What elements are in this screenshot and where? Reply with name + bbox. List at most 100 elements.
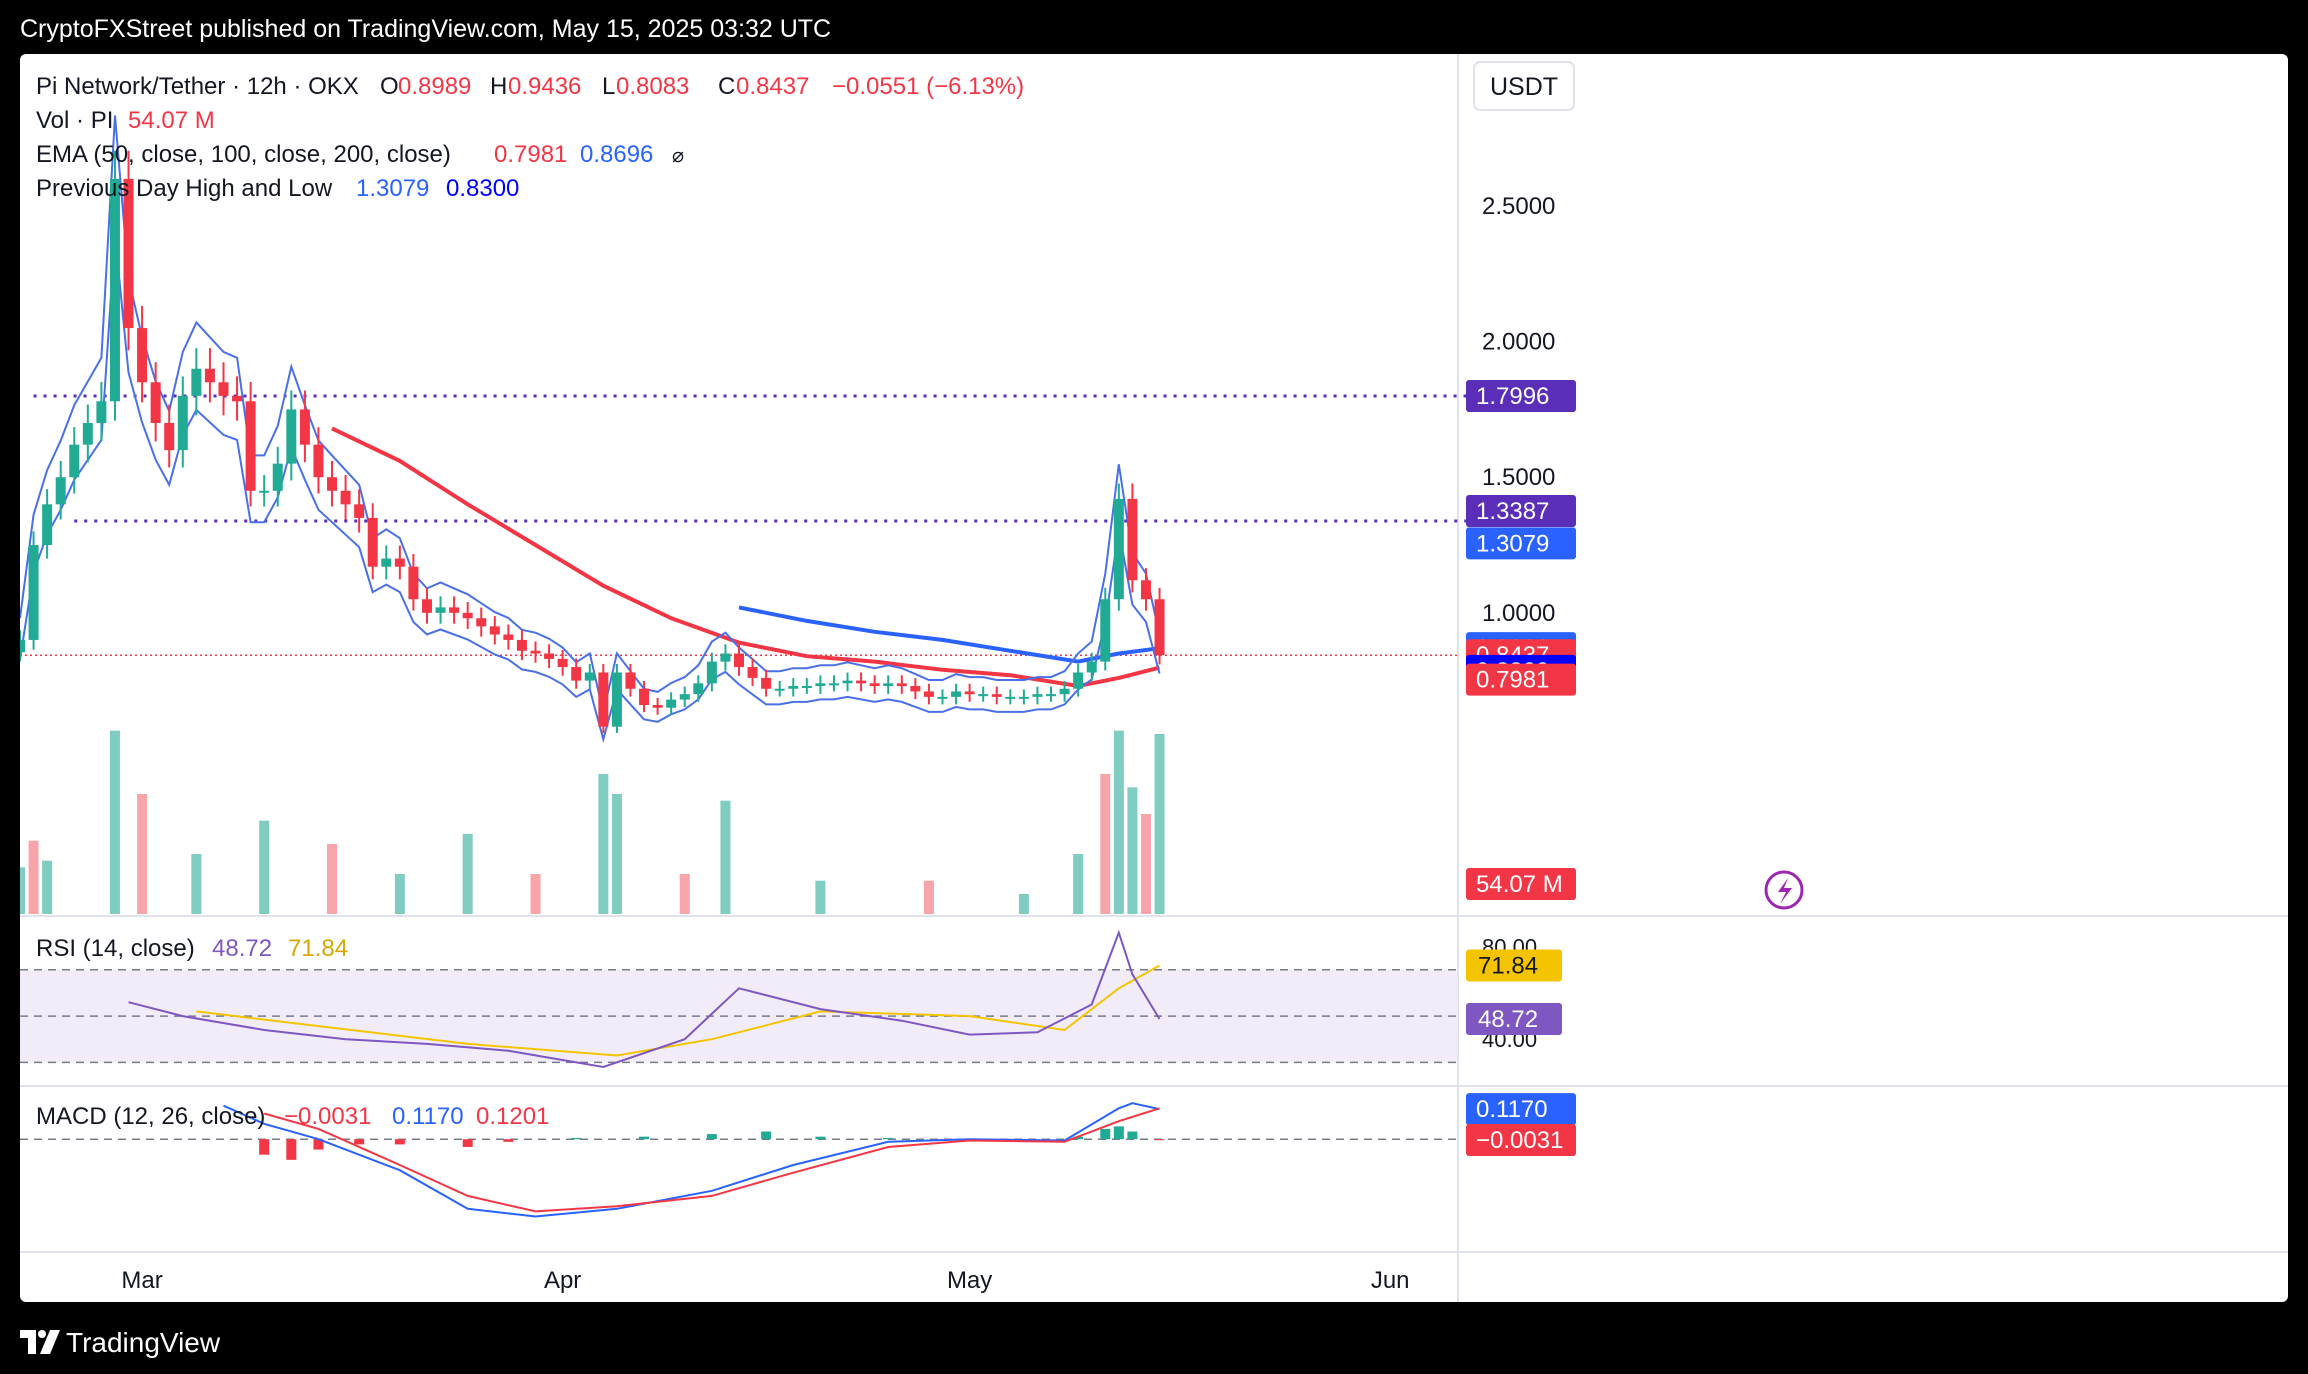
macd-histogram-bar: [706, 1134, 717, 1140]
macd-histogram-bar: [462, 1139, 473, 1147]
volume-bar: [611, 794, 622, 914]
candle-body: [123, 178, 134, 329]
candle-body: [394, 558, 405, 567]
ohlc-h-label: H: [490, 73, 507, 100]
macd-legend-macd: 0.1170: [392, 1103, 464, 1130]
badge-prev-day-high: [1466, 527, 1576, 560]
candle-body: [788, 686, 799, 689]
volume-bar: [1140, 814, 1151, 914]
macd-badge: [1466, 1124, 1576, 1157]
candle-body: [462, 612, 473, 619]
candle-body: [137, 328, 148, 383]
ohlc-c-label: C: [718, 73, 735, 100]
candle-body: [1018, 696, 1029, 699]
candle-body: [421, 599, 432, 613]
macd-pane: 0.1170 −0.0031: [20, 1093, 1576, 1218]
macd-histogram-bar: [1113, 1126, 1124, 1140]
volume-bar: [815, 880, 826, 914]
macd-histogram-bar: [761, 1131, 772, 1140]
price-tick-label: 2.5000: [1482, 193, 1555, 220]
macd-badge-label: −0.0031: [1476, 1127, 1563, 1154]
candle-body: [109, 178, 120, 402]
candle-body: [761, 677, 772, 689]
volume-bar: [259, 820, 270, 914]
candle-body: [951, 691, 962, 697]
candle-body: [1100, 599, 1111, 662]
candle-body: [801, 686, 812, 689]
tradingview-logo-icon: [20, 1330, 60, 1354]
rsi-ma-line: [196, 964, 1160, 1057]
candle-body: [435, 607, 446, 613]
volume-bar: [137, 794, 148, 914]
candle-body: [381, 558, 392, 567]
ema-legend-200: 0.8696: [580, 141, 653, 168]
candle-body: [625, 672, 636, 689]
macd-histogram-bar: [286, 1139, 297, 1160]
price-tick-label: 1.0000: [1482, 600, 1555, 627]
candle-body: [869, 683, 880, 687]
badge-ema-100: [1466, 663, 1576, 696]
lightning-icon[interactable]: [1764, 870, 1804, 910]
candle-body: [734, 653, 744, 668]
rsi-badge: [1466, 949, 1562, 982]
candle-body: [666, 699, 677, 708]
price-lines: [20, 115, 1161, 744]
candle-body: [639, 688, 650, 706]
candle-body: [191, 368, 202, 396]
badge-level-1.7996: [1466, 379, 1576, 412]
volume-bar: [923, 880, 934, 914]
candle-body: [503, 634, 514, 640]
badge-label-level-1.3387: 1.3387: [1476, 498, 1549, 525]
ohlc-close: 0.8437: [736, 73, 809, 100]
time-axis-label: Apr: [544, 1267, 581, 1294]
ohlc-o-label: O: [380, 73, 399, 100]
time-axis[interactable]: Mar Apr May Jun: [121, 1267, 1409, 1294]
candle-body: [883, 683, 894, 687]
hidden-eye-icon[interactable]: ⌀: [672, 145, 684, 167]
candle-body: [489, 626, 500, 635]
rsi-legend-value: 48.72: [212, 935, 272, 962]
candle-body: [611, 672, 622, 727]
candle-body: [177, 395, 188, 451]
badge-label-level-1.7996: 1.7996: [1476, 383, 1549, 410]
candle-body: [964, 691, 975, 695]
volume-bar: [1018, 894, 1029, 914]
pdhl-legend-high: 1.3079: [356, 175, 429, 202]
candle-body: [978, 694, 989, 697]
volume-legend-label[interactable]: Vol · PI: [36, 107, 113, 134]
candle-body: [164, 422, 175, 451]
quote-currency[interactable]: USDT: [1490, 73, 1558, 101]
rsi-badge-label: 71.84: [1478, 952, 1538, 979]
candle-body: [815, 683, 826, 687]
symbol-title[interactable]: Pi Network/Tether · 12h · OKX: [36, 73, 359, 100]
publish-text: CryptoFXStreet published on TradingView.…: [20, 15, 832, 43]
candle-body: [245, 401, 256, 491]
candle-body: [286, 409, 297, 464]
macd-histogram-bar: [639, 1136, 650, 1140]
badge-label-prev-day-high: 1.3079: [1476, 530, 1549, 557]
candle-body: [408, 566, 419, 600]
ema-legend-label[interactable]: EMA (50, close, 100, close, 200, close): [36, 141, 451, 168]
candle-body: [544, 653, 555, 659]
volume-bar: [20, 867, 25, 914]
macd-badge-label: 0.1170: [1476, 1096, 1548, 1123]
macd-legend-label[interactable]: MACD (12, 26, close): [36, 1103, 265, 1130]
candle-body: [96, 401, 107, 423]
prev-day-low-line: [20, 235, 1161, 744]
candle-body: [598, 672, 609, 727]
candle-body: [896, 683, 907, 687]
time-axis-label: Mar: [121, 1267, 162, 1294]
candle-body: [747, 667, 758, 678]
rsi-legend-label[interactable]: RSI (14, close): [36, 935, 195, 962]
macd-histogram-bar: [571, 1137, 582, 1140]
candle-body: [150, 382, 161, 423]
pdhl-legend-label[interactable]: Previous Day High and Low: [36, 175, 333, 202]
candle-body: [299, 409, 310, 445]
macd-badge: [1466, 1093, 1576, 1126]
volume-bar: [598, 774, 609, 914]
candle-body: [232, 395, 243, 402]
currency-box[interactable]: [1473, 61, 1575, 111]
volume-bar: [1073, 854, 1084, 914]
